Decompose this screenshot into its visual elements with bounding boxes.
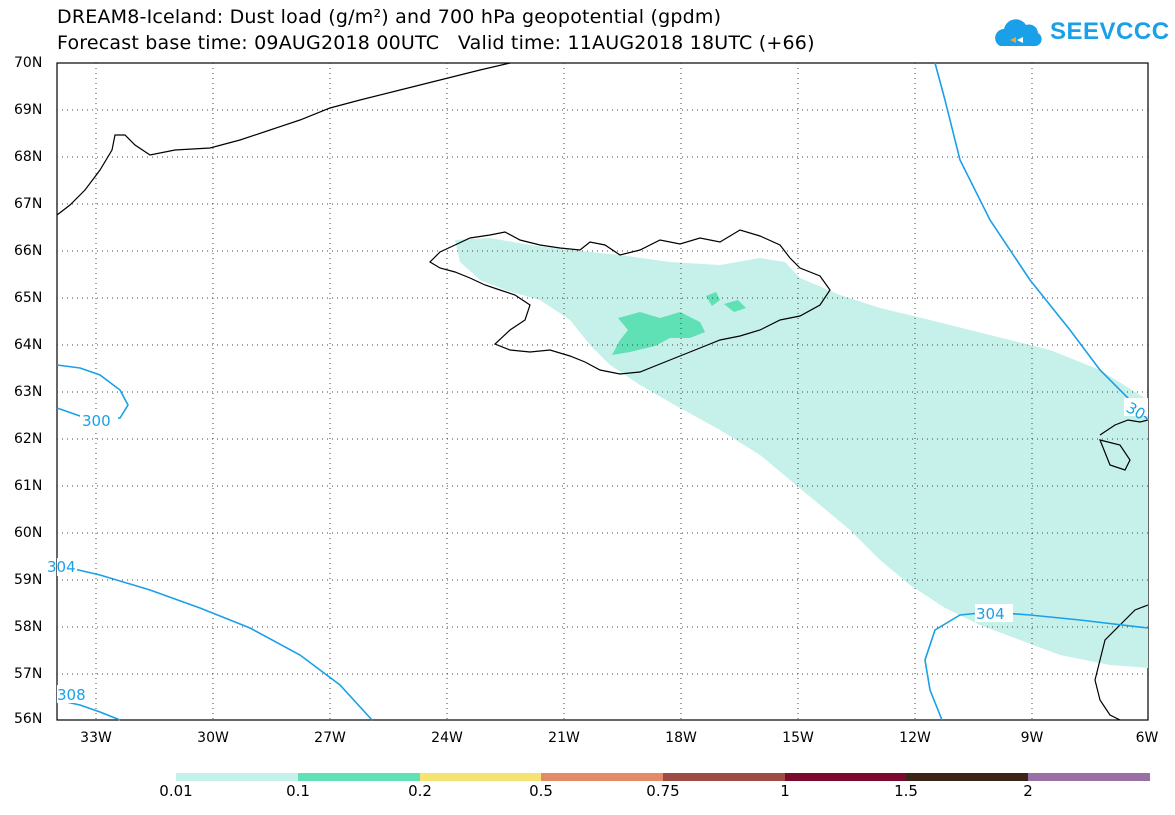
lon-label: 24W	[431, 730, 463, 746]
contour-label: 308	[57, 686, 86, 704]
contour-304-west	[56, 564, 373, 721]
lat-label: 56N	[14, 711, 43, 727]
colorbar-swatch	[541, 773, 663, 781]
coastlines	[56, 62, 1149, 721]
lat-label: 60N	[14, 525, 43, 541]
colorbar-swatch	[298, 773, 420, 781]
map-title: DREAM8-Iceland: Dust load (g/m²) and 700…	[57, 6, 722, 28]
lat-label: 65N	[14, 290, 43, 306]
dust-region-low	[455, 238, 1148, 668]
colorbar	[176, 773, 1150, 781]
colorbar-label: 0.1	[286, 782, 310, 800]
colorbar-label: 0.5	[529, 782, 553, 800]
lat-label: 61N	[14, 478, 43, 494]
iceland-coast	[429, 229, 831, 375]
cloud-logo-icon	[995, 19, 1042, 46]
lat-label: 62N	[14, 431, 43, 447]
logo-text: SEEVCCC	[1050, 18, 1170, 45]
shetland-coast	[1099, 439, 1131, 471]
lon-label: 15W	[782, 730, 814, 746]
lat-label: 64N	[14, 337, 43, 353]
lat-label: 67N	[14, 196, 43, 212]
lat-label: 66N	[14, 243, 43, 259]
lon-label: 27W	[314, 730, 346, 746]
dust-region-mid	[612, 312, 705, 355]
lat-label: 70N	[14, 55, 43, 71]
faroe-norway-coast	[1094, 419, 1149, 721]
colorbar-label: 0.2	[408, 782, 432, 800]
colorbar-label: 1.5	[894, 782, 918, 800]
lon-label: 12W	[899, 730, 931, 746]
dust-region-mid-2	[706, 292, 720, 306]
lat-label: 57N	[14, 666, 43, 682]
colorbar-label: 2	[1023, 782, 1033, 800]
contour-label-group: 300 304 308 304 30	[47, 398, 1149, 704]
colorbar-label: 0.75	[646, 782, 680, 800]
lat-label: 59N	[14, 572, 43, 588]
contour-label: 304	[47, 558, 76, 576]
colorbar-label: 1	[780, 782, 790, 800]
lat-label: 69N	[14, 102, 43, 118]
colorbar-swatch	[1028, 773, 1150, 781]
contour-label: 304	[976, 605, 1005, 623]
colorbar-label: 0.01	[159, 782, 193, 800]
lat-label: 58N	[14, 619, 43, 635]
lon-label: 33W	[80, 730, 112, 746]
lon-label: 21W	[548, 730, 580, 746]
contour-304-east	[924, 611, 1149, 721]
map-subtitle: Forecast base time: 09AUG2018 00UTC Vali…	[57, 32, 815, 54]
dust-region-mid-3	[724, 300, 746, 312]
lat-label: 63N	[14, 384, 43, 400]
colorbar-swatch	[663, 773, 785, 781]
lon-label: 6W	[1135, 730, 1159, 746]
contour-label: 300	[82, 412, 111, 430]
colorbar-swatch	[420, 773, 541, 781]
lat-label: 68N	[14, 149, 43, 165]
grid-lines	[57, 63, 1148, 720]
lon-label: 18W	[665, 730, 697, 746]
colorbar-swatch	[176, 773, 298, 781]
greenland-coast	[56, 62, 511, 216]
colorbar-swatch	[906, 773, 1028, 781]
lon-label: 9W	[1020, 730, 1044, 746]
geopotential-contours	[56, 62, 1149, 721]
contour-302-east	[934, 62, 1149, 421]
lon-label: 30W	[197, 730, 229, 746]
colorbar-swatch	[785, 773, 906, 781]
